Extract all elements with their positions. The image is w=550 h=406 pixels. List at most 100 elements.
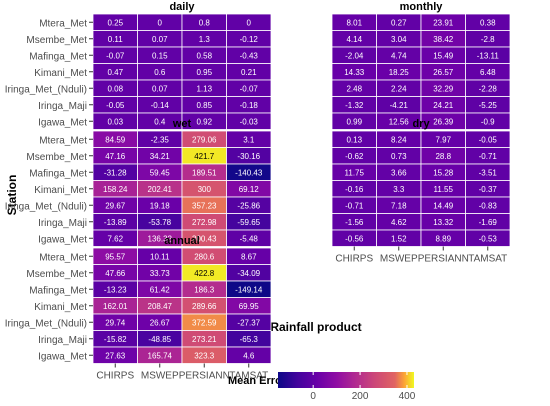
cell-value-label: 4.74: [391, 51, 407, 60]
cell-value-label: 165.74: [148, 351, 173, 360]
cell-value-label: 1.3: [199, 35, 211, 44]
cell-value-label: 0.15: [152, 51, 168, 60]
cell-value-label: -0.03: [240, 117, 259, 126]
x-tick-label: TAMSAT: [229, 371, 268, 382]
y-tick-label: Iringa_Met_(Nduli): [5, 318, 87, 329]
cell-value-label: 158.24: [103, 185, 128, 194]
panel-title: daily: [169, 1, 195, 13]
heatmap-cell: [226, 229, 272, 247]
cell-value-label: 3.1: [243, 135, 255, 144]
cell-value-label: 8.01: [346, 18, 362, 27]
cell-value-label: 1.52: [391, 234, 407, 243]
cell-value-label: -0.16: [345, 185, 364, 194]
cell-value-label: 3.66: [391, 168, 407, 177]
cell-value-label: 202.41: [148, 185, 173, 194]
y-tick-label: Iringa_Met_(Nduli): [5, 201, 87, 212]
cell-value-label: 3.04: [391, 35, 407, 44]
cell-value-label: -13.89: [104, 218, 127, 227]
y-tick-label: Iringa_Maji: [38, 218, 87, 229]
y-tick-label: Kimani_Met: [34, 185, 87, 196]
cell-value-label: -2.35: [151, 135, 170, 144]
cell-value-label: 27.63: [105, 351, 126, 360]
cell-value-label: 14.49: [433, 201, 454, 210]
y-tick-label: Kimani_Met: [34, 68, 87, 79]
legend-tick-label: 200: [352, 391, 369, 401]
panel-dry: dry 0.13 8.24 7.97 -0.05 -0.62 0.73 28.8 -0.71 11…: [331, 118, 511, 265]
cell-value-label: 24.21: [433, 101, 454, 110]
cell-value-label: -2.28: [479, 84, 498, 93]
cell-value-label: 0.95: [196, 68, 212, 77]
cell-value-label: 32.29: [433, 84, 454, 93]
cell-value-label: 189.51: [192, 168, 217, 177]
cell-value-label: 136.32: [148, 234, 173, 243]
cell-value-label: 0.8: [199, 18, 211, 27]
cell-value-label: 279.06: [192, 135, 217, 144]
cell-value-label: 357.23: [192, 201, 217, 210]
cell-value-label: -13.23: [104, 285, 127, 294]
cell-value-label: 0.99: [346, 117, 362, 126]
cell-value-label: 300.43: [192, 234, 217, 243]
cell-value-label: 0.27: [391, 18, 407, 27]
cell-value-label: 95.57: [105, 252, 126, 261]
cell-value-label: 19.18: [150, 201, 171, 210]
cell-value-label: 273.21: [192, 335, 217, 344]
cell-value-label: 8.89: [435, 234, 451, 243]
cell-value-label: 162.01: [103, 302, 128, 311]
cell-value-label: -65.3: [240, 335, 259, 344]
cell-value-label: 13.32: [433, 218, 454, 227]
cell-value-label: -0.37: [479, 185, 498, 194]
heatmap-cell: [465, 112, 511, 130]
cell-value-label: 29.67: [105, 201, 126, 210]
y-tick-label: Msembe_Met: [26, 35, 87, 46]
cell-value-label: 3.3: [393, 185, 405, 194]
cell-value-label: 33.73: [150, 269, 171, 278]
panel-monthly: monthly 8.01 0.27 23.91 0.38 4.14 3.04 38.42 -2.…: [331, 1, 511, 130]
cell-value-label: -1.56: [345, 218, 364, 227]
cell-value-label: 8.67: [241, 252, 257, 261]
cell-value-label: 38.42: [433, 35, 454, 44]
cell-value-label: -5.48: [240, 234, 259, 243]
cell-value-label: -2.04: [345, 51, 364, 60]
x-tick-label: CHIRPS: [96, 371, 134, 382]
cell-value-label: 0.6: [154, 68, 166, 77]
cell-value-label: 11.75: [345, 168, 365, 177]
panels-group: daily 0.25 0 0.8 0 0.11 0.07 1.3 -0.12 -0.07 0.15 0…: [5, 1, 511, 382]
cell-value-label: 28.8: [435, 152, 451, 161]
cell-value-label: -30.16: [237, 152, 260, 161]
cell-value-label: -0.53: [479, 234, 498, 243]
cell-value-label: 10.11: [150, 252, 170, 261]
x-tick-label: PERSIANN: [418, 254, 469, 265]
y-tick-label: Kimani_Met: [34, 302, 87, 313]
cell-value-label: 0.07: [152, 35, 168, 44]
cell-value-label: -31.28: [104, 168, 127, 177]
cell-value-label: 2.24: [391, 84, 407, 93]
cell-value-label: 4.6: [243, 351, 255, 360]
cell-value-label: -1.32: [345, 101, 364, 110]
cell-value-label: -0.18: [240, 101, 259, 110]
cell-value-label: 69.12: [239, 185, 260, 194]
cell-value-label: -15.82: [104, 335, 127, 344]
cell-value-label: -0.43: [240, 51, 259, 60]
cell-value-label: 6.48: [480, 68, 496, 77]
cell-value-label: -27.37: [237, 318, 260, 327]
legend-ticks: 0 200 400: [310, 372, 416, 402]
cell-value-label: 14.33: [344, 68, 365, 77]
y-tick-label: Mtera_Met: [39, 135, 87, 146]
cell-value-label: -3.51: [479, 168, 498, 177]
cell-value-label: -0.05: [106, 101, 125, 110]
legend-colorbar: [278, 372, 414, 388]
cell-value-label: -0.07: [240, 84, 259, 93]
cell-value-label: 12.56: [389, 117, 410, 126]
cell-value-label: 0.07: [152, 84, 168, 93]
cell-value-label: 0.73: [391, 152, 407, 161]
cell-value-label: 59.45: [150, 168, 171, 177]
cell-value-label: -1.69: [479, 218, 498, 227]
cell-value-label: -0.12: [240, 35, 259, 44]
cell-value-label: 0.11: [108, 35, 124, 44]
cell-value-label: 372.59: [192, 318, 217, 327]
y-tick-label: Mafinga_Met: [29, 51, 87, 62]
cell-value-label: 4.14: [346, 35, 362, 44]
cell-value-label: 0.03: [107, 117, 123, 126]
